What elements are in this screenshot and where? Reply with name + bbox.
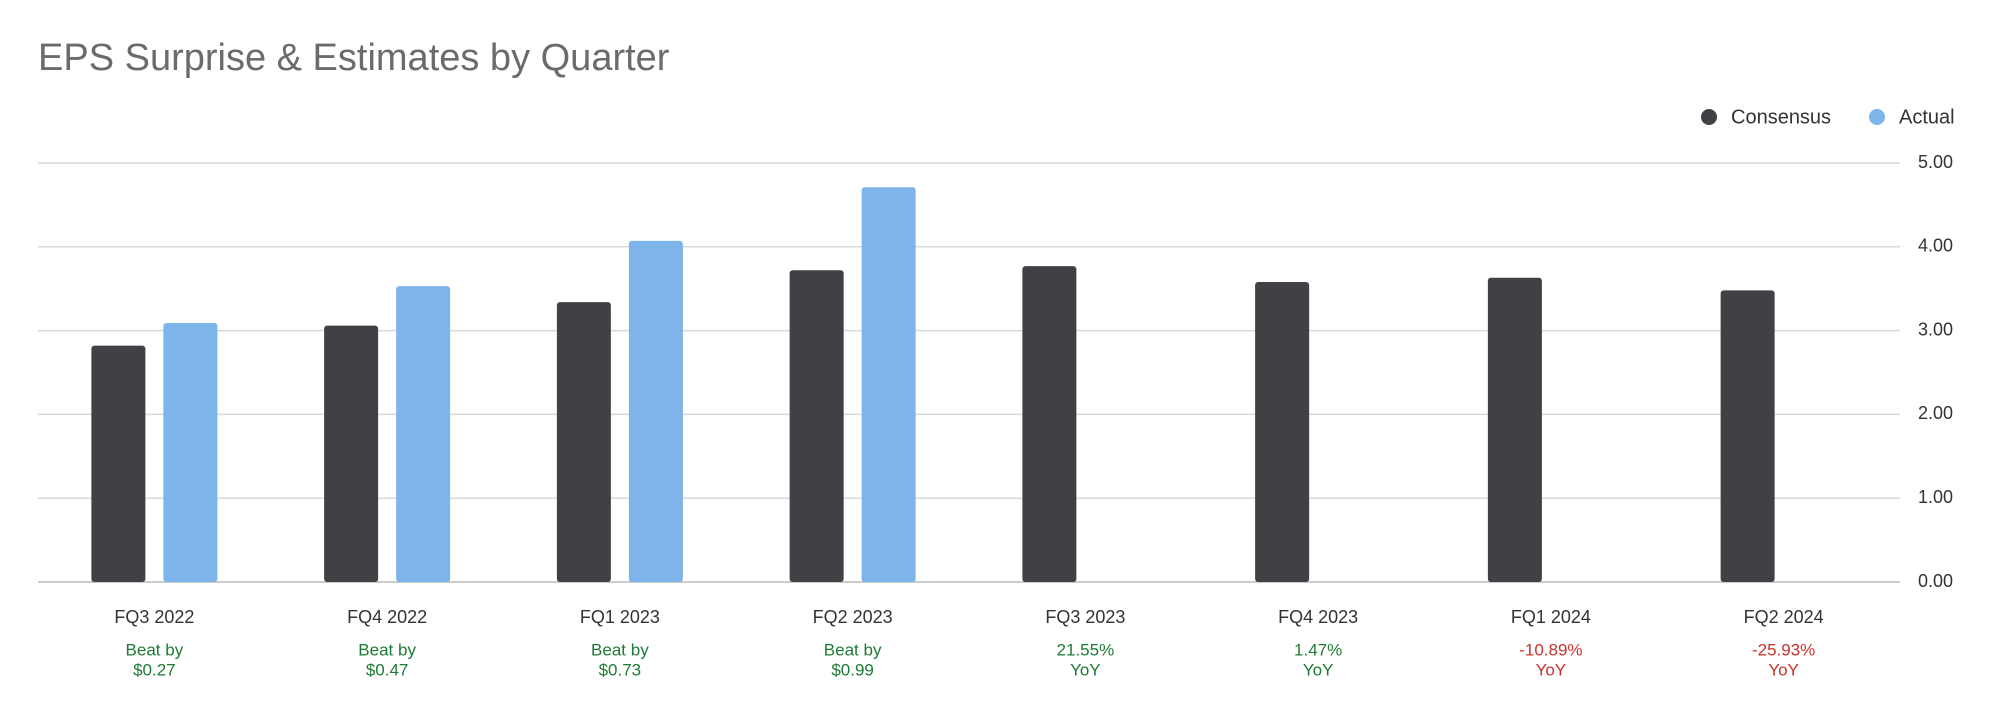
surprise-label: -10.89% bbox=[1519, 640, 1582, 659]
legend-marker[interactable] bbox=[1701, 109, 1717, 125]
surprise-label: YoY bbox=[1536, 660, 1567, 679]
chart-title: EPS Surprise & Estimates by Quarter bbox=[38, 37, 670, 79]
surprise-label: 1.47% bbox=[1294, 640, 1342, 659]
y-tick-label: 0.00 bbox=[1918, 571, 1953, 591]
y-tick-label: 5.00 bbox=[1918, 152, 1953, 172]
bar bbox=[1487, 277, 1542, 582]
surprise-label: Beat by bbox=[591, 640, 649, 659]
x-tick-label: FQ4 2022 bbox=[347, 607, 427, 627]
x-tick-label: FQ4 2023 bbox=[1278, 607, 1358, 627]
bar bbox=[163, 323, 218, 582]
bar bbox=[324, 325, 379, 582]
y-tick-label: 4.00 bbox=[1918, 236, 1953, 256]
bar bbox=[789, 270, 844, 582]
surprise-label: Beat by bbox=[358, 640, 416, 659]
x-tick-label: FQ3 2022 bbox=[114, 607, 194, 627]
bar bbox=[1720, 290, 1775, 582]
surprise-label: $0.99 bbox=[831, 660, 874, 679]
surprise-label: $0.47 bbox=[366, 660, 409, 679]
surprise-label: YoY bbox=[1768, 660, 1799, 679]
surprise-label: $0.73 bbox=[599, 660, 642, 679]
y-tick-label: 2.00 bbox=[1918, 403, 1953, 423]
surprise-label: Beat by bbox=[824, 640, 882, 659]
bar bbox=[628, 240, 683, 582]
x-tick-label: FQ2 2023 bbox=[813, 607, 893, 627]
x-tick-label: FQ1 2023 bbox=[580, 607, 660, 627]
surprise-label: $0.27 bbox=[133, 660, 176, 679]
bar bbox=[1255, 281, 1310, 582]
bar bbox=[396, 286, 451, 582]
surprise-label: 21.55% bbox=[1057, 640, 1115, 659]
legend-label[interactable]: Actual bbox=[1899, 106, 1955, 128]
surprise-label: -25.93% bbox=[1752, 640, 1815, 659]
surprise-label: Beat by bbox=[126, 640, 184, 659]
bar bbox=[1022, 266, 1077, 582]
y-tick-label: 1.00 bbox=[1918, 487, 1953, 507]
x-tick-label: FQ1 2024 bbox=[1511, 607, 1591, 627]
bar bbox=[556, 302, 611, 582]
x-tick-label: FQ2 2024 bbox=[1744, 607, 1824, 627]
bar bbox=[861, 187, 916, 582]
surprise-label: YoY bbox=[1303, 660, 1334, 679]
legend-label[interactable]: Consensus bbox=[1731, 106, 1831, 128]
bar bbox=[91, 345, 146, 582]
y-tick-label: 3.00 bbox=[1918, 319, 1953, 339]
surprise-label: YoY bbox=[1070, 660, 1101, 679]
legend-marker[interactable] bbox=[1869, 109, 1885, 125]
x-tick-label: FQ3 2023 bbox=[1045, 607, 1125, 627]
